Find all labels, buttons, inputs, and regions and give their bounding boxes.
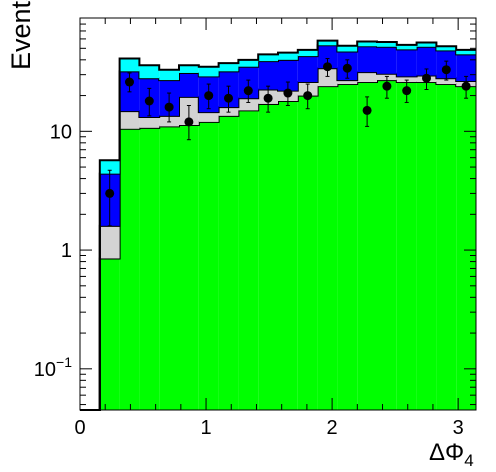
- data-point-16: [402, 86, 412, 96]
- stack-component-2-bin-2: [99, 225, 120, 259]
- data-point-7: [224, 93, 233, 103]
- stack-component-3-bin-12: [297, 56, 318, 83]
- stack-component-2-bin-3: [119, 111, 140, 129]
- stack-component-1-bin-20: [456, 86, 476, 410]
- stack-component-4-bin-16: [377, 42, 397, 47]
- stack-component-2-bin-7: [198, 112, 219, 122]
- data-point-17: [422, 73, 431, 83]
- stack-component-3-bin-16: [377, 46, 397, 74]
- stack-component-2-bin-17: [396, 76, 417, 83]
- stack-component-1-bin-4: [139, 127, 160, 410]
- stack-component-4-bin-18: [416, 42, 437, 47]
- stack-component-4-bin-4: [139, 65, 160, 79]
- x-axis-label-subscript: 4: [464, 451, 473, 470]
- stack-component-3-bin-18: [416, 46, 437, 76]
- data-points: [105, 58, 471, 227]
- stack-component-1-bin-19: [436, 84, 457, 411]
- stack-component-1-bin-6: [179, 125, 199, 410]
- y-axis-ticks: 10−1 1 10: [34, 17, 476, 406]
- data-point-8: [243, 86, 253, 96]
- stack-component-2-bin-15: [357, 72, 377, 83]
- stack-component-4-bin-12: [297, 49, 318, 57]
- y-axis-label: Events: [6, 0, 36, 70]
- stack-component-1-bin-11: [278, 101, 298, 410]
- data-point-4: [164, 102, 174, 112]
- stack-component-2-bin-14: [337, 80, 358, 85]
- y-tick-label-1: 10−1: [34, 354, 72, 381]
- stack-component-3-bin-15: [357, 46, 377, 73]
- stack-component-1-bin-13: [317, 86, 338, 410]
- data-point-5: [184, 117, 194, 127]
- stack-component-4-bin-11: [278, 52, 298, 60]
- data-point-18: [441, 65, 451, 75]
- data-point-12: [323, 62, 332, 72]
- data-point-1: [105, 188, 115, 198]
- data-point-9: [263, 93, 273, 103]
- x-axis-ticks: 0 1 2 3: [74, 18, 464, 439]
- stack-component-1-bin-10: [258, 103, 278, 410]
- data-point-3: [144, 96, 154, 106]
- stack-component-1-bin-14: [337, 84, 358, 411]
- x-axis-label: ΔΦ4: [429, 439, 474, 470]
- x-tick-label-1: 0: [74, 417, 85, 439]
- stack-component-2-bin-4: [139, 116, 160, 128]
- data-point-6: [204, 91, 214, 101]
- data-point-19: [461, 81, 471, 91]
- x-tick-label-3: 2: [327, 417, 338, 439]
- stack-component-4-bin-13: [317, 40, 338, 46]
- stack-component-4-bin-19: [436, 46, 457, 51]
- stack-component-2-bin-19: [436, 78, 457, 85]
- stack-component-1-bin-2: [99, 258, 120, 410]
- stack-component-4-bin-2: [99, 160, 120, 174]
- stack-outline-4: [80, 39, 476, 411]
- stack-component-2-bin-13: [317, 68, 338, 87]
- data-point-13: [342, 63, 352, 73]
- data-point-2: [125, 77, 134, 87]
- data-point-10: [283, 88, 293, 98]
- data-point-11: [303, 91, 313, 101]
- stack-component-4-bin-10: [258, 54, 278, 62]
- stack-component-4-bin-9: [238, 59, 259, 67]
- stack-component-3-bin-11: [278, 59, 298, 91]
- stack-component-4-bin-3: [119, 58, 140, 72]
- stack-component-4-bin-8: [218, 63, 239, 72]
- stack-component-3-bin-13: [317, 45, 338, 69]
- x-axis-label-main: ΔΦ: [429, 439, 464, 466]
- stacked-histogram: [80, 39, 476, 411]
- stack-component-2-bin-9: [238, 98, 259, 111]
- stack-component-4-bin-20: [456, 49, 476, 55]
- data-point-15: [382, 81, 392, 91]
- stack-component-1-bin-7: [198, 121, 219, 410]
- stack-component-1-bin-15: [357, 82, 377, 411]
- x-tick-label-2: 1: [200, 417, 211, 439]
- y-tick-label-3: 10: [50, 121, 72, 143]
- stack-component-3-bin-6: [179, 72, 199, 97]
- stack-component-3-bin-17: [396, 49, 417, 77]
- y-tick-label-2: 1: [61, 240, 72, 262]
- stack-component-1-bin-8: [218, 115, 239, 410]
- stack-component-4-bin-7: [198, 66, 219, 77]
- stack-component-1-bin-5: [159, 126, 179, 410]
- stack-component-1-bin-9: [238, 110, 259, 410]
- stack-component-1-bin-3: [119, 128, 140, 410]
- stack-component-4-bin-14: [337, 45, 358, 52]
- stack-component-1-bin-18: [416, 82, 437, 411]
- stack-component-1-bin-12: [297, 95, 318, 410]
- stack-component-4-bin-17: [396, 44, 417, 50]
- data-point-14: [362, 105, 372, 115]
- stack-component-1-bin-16: [377, 80, 397, 410]
- x-tick-label-4: 3: [453, 417, 464, 439]
- stack-component-1-bin-17: [396, 82, 417, 411]
- stack-component-4-bin-15: [357, 41, 377, 47]
- stack-component-3-bin-10: [258, 61, 278, 90]
- stack-component-4-bin-5: [159, 69, 179, 81]
- stack-component-4-bin-6: [179, 65, 199, 73]
